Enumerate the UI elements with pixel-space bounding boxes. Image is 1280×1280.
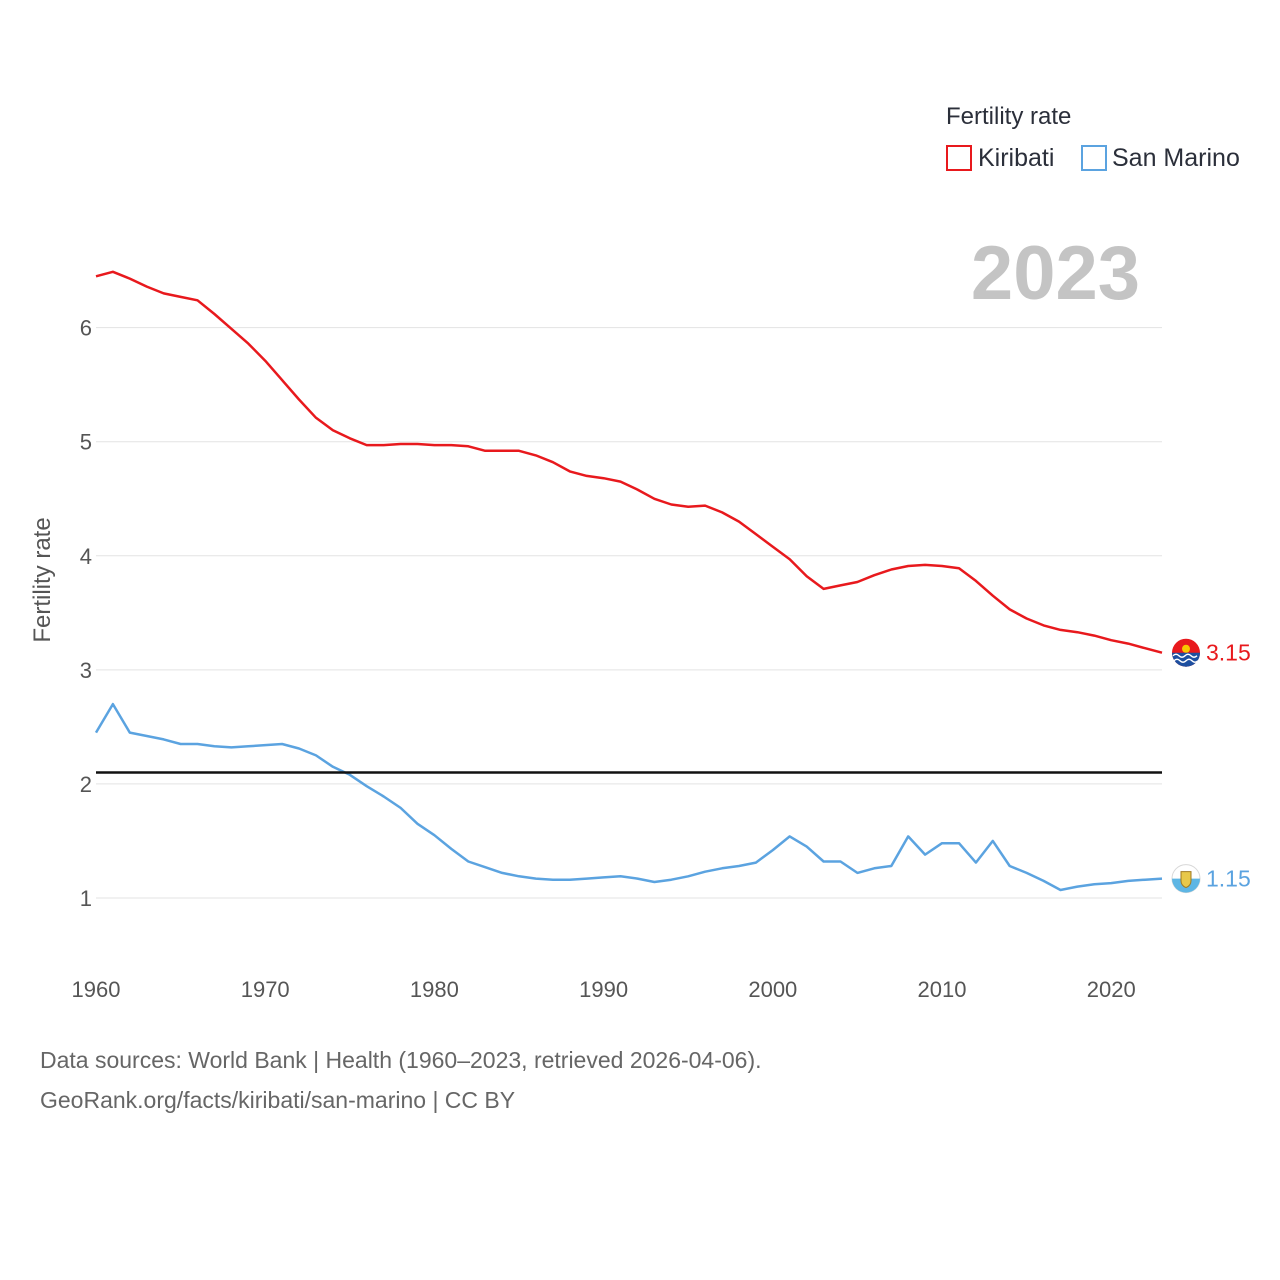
gridlines bbox=[96, 327, 1162, 899]
flag-icon-san-marino bbox=[1171, 864, 1201, 894]
legend-swatch-kiribati[interactable] bbox=[946, 145, 972, 171]
year-watermark: 2023 bbox=[971, 231, 1140, 316]
end-value-kiribati: 3.15 bbox=[1206, 640, 1251, 666]
series-line-san-marino[interactable] bbox=[94, 702, 1163, 892]
y-tick-label: 1 bbox=[80, 886, 92, 911]
y-tick-label: 5 bbox=[80, 430, 92, 455]
series-line-kiribati[interactable] bbox=[95, 270, 1163, 654]
legend-label-san-marino[interactable]: San Marino bbox=[1112, 144, 1240, 172]
legend-swatch-san-marino[interactable] bbox=[1081, 145, 1107, 171]
x-tick-label: 2010 bbox=[918, 977, 967, 1002]
legend: Fertility rate Kiribati San Marino bbox=[946, 103, 1240, 172]
x-tick-label: 1990 bbox=[579, 977, 628, 1002]
source-url: GeoRank.org/facts/kiribati/san-marino | … bbox=[40, 1087, 515, 1113]
x-tick-label: 1960 bbox=[72, 977, 121, 1002]
x-tick-label: 2020 bbox=[1087, 977, 1136, 1002]
flag-icon-kiribati bbox=[1172, 638, 1200, 667]
y-tick-label: 6 bbox=[80, 316, 92, 341]
y-tick-label: 2 bbox=[80, 772, 92, 797]
end-value-san-marino: 1.15 bbox=[1206, 866, 1251, 892]
legend-title: Fertility rate bbox=[946, 103, 1071, 130]
source-note: Data sources: World Bank | Health (1960–… bbox=[40, 1047, 762, 1073]
series-lines bbox=[94, 270, 1163, 892]
x-tick-label: 1980 bbox=[410, 977, 459, 1002]
y-axis-ticks: 1 2 3 4 5 6 bbox=[80, 316, 92, 911]
x-axis-ticks: 1960 1970 1980 1990 2000 2010 2020 bbox=[72, 977, 1136, 1002]
x-tick-label: 2000 bbox=[748, 977, 797, 1002]
y-tick-label: 4 bbox=[80, 544, 92, 569]
series-end-markers: 3.15 1.15 bbox=[1171, 638, 1251, 894]
legend-label-kiribati[interactable]: Kiribati bbox=[978, 144, 1054, 172]
x-tick-label: 1970 bbox=[241, 977, 290, 1002]
y-tick-label: 3 bbox=[80, 658, 92, 683]
y-axis-label: Fertility rate bbox=[29, 517, 56, 642]
